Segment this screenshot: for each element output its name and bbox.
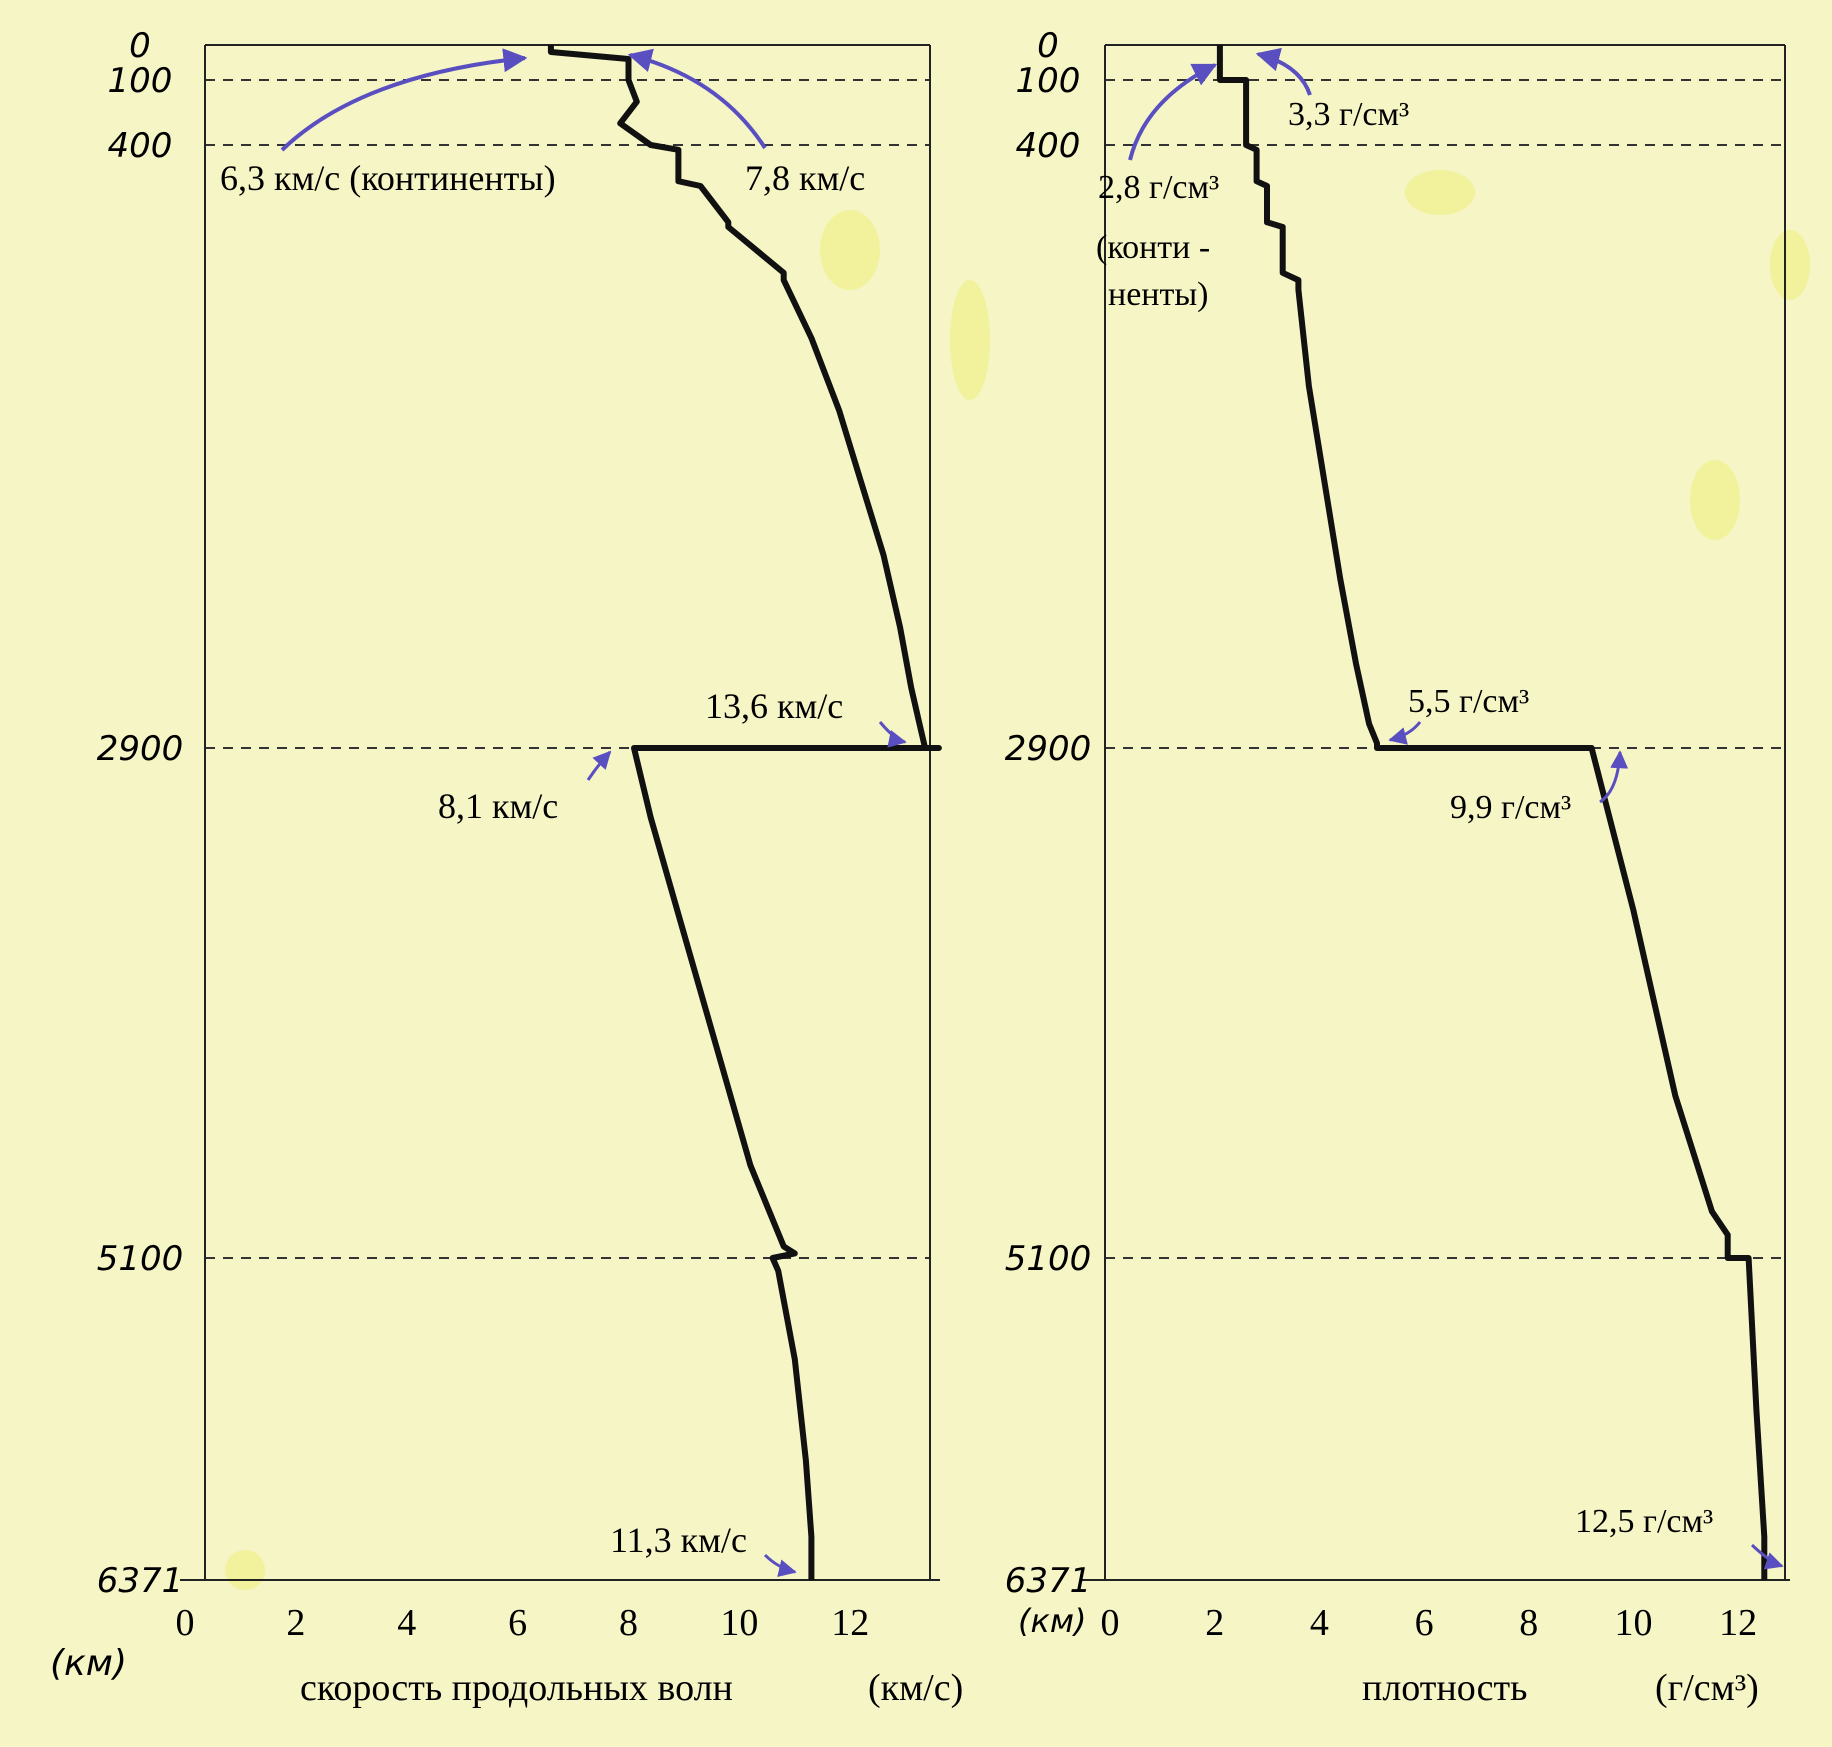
boundary-lines <box>205 79 930 1259</box>
y-tick-label: 0 <box>1037 26 1059 66</box>
annotation-mantle-bottom: 5,5 г/см³ <box>1408 683 1529 720</box>
annotation-outer-core: 8,1 км/с <box>438 786 558 826</box>
velocity-series-line <box>547 45 942 1580</box>
paper-stain <box>950 280 990 400</box>
y-tick-label: 400 <box>1016 126 1081 166</box>
x-tick-label: 12 <box>831 1602 869 1644</box>
annotation-mantle-top: 7,8 км/с <box>745 158 865 198</box>
y-tick-label: 100 <box>108 61 173 101</box>
y-tick-label: 100 <box>1016 61 1081 101</box>
x-tick-label: 2 <box>286 1602 305 1644</box>
x-tick-label: 6 <box>1415 1602 1434 1644</box>
annotation-continental-note: (конти - <box>1096 229 1210 266</box>
x-tick-label: 8 <box>619 1602 638 1644</box>
annotation-inner-core: 12,5 г/см³ <box>1575 1503 1713 1540</box>
y-axis-unit: (км) <box>1018 1602 1086 1640</box>
x-tick-label: 4 <box>397 1602 416 1644</box>
annotation-mantle-bottom: 13,6 км/с <box>705 686 843 726</box>
arrow-icon <box>627 48 767 150</box>
arrow-icon <box>280 48 528 152</box>
paper-stain <box>1770 230 1810 300</box>
x-tick-label: 4 <box>1310 1602 1329 1644</box>
x-tick-label: 8 <box>1519 1602 1538 1644</box>
x-tick-label: 2 <box>1205 1602 1224 1644</box>
annotation-continental-crust: 6,3 км/с (континенты) <box>220 158 556 198</box>
arrow-icon <box>586 750 612 781</box>
y-tick-label: 5100 <box>1005 1239 1092 1279</box>
x-axis-label: скорость продольных волн <box>300 1667 733 1709</box>
x-tick-label: 6 <box>508 1602 527 1644</box>
paper-stain <box>1405 170 1475 215</box>
arrow-icon <box>1255 47 1312 96</box>
arrow-icon <box>1750 1543 1784 1570</box>
x-tick-label: 0 <box>176 1602 195 1644</box>
y-tick-label: 0 <box>129 26 151 66</box>
density-series-line <box>1216 45 1768 1580</box>
x-axis-label: плотность <box>1362 1667 1528 1709</box>
x-tick-labels: 0 2 4 6 8 10 12 <box>1101 1602 1758 1644</box>
arrow-icon <box>1599 750 1629 804</box>
annotation-continental-crust: 2,8 г/см³ <box>1098 169 1219 206</box>
annotation-continental-note: ненты) <box>1108 276 1209 313</box>
y-axis-unit: (км) <box>50 1643 127 1684</box>
arrow-icon <box>763 1553 797 1578</box>
annotation-outer-core: 9,9 г/см³ <box>1450 789 1571 826</box>
x-tick-labels: 0 2 4 6 8 10 12 <box>176 1602 870 1644</box>
arrow-icon <box>878 721 907 748</box>
x-tick-label: 10 <box>720 1602 758 1644</box>
paper-stain <box>225 1550 265 1590</box>
arrow-icon <box>1388 721 1422 745</box>
arrow-icon <box>1128 63 1218 161</box>
paper-stain <box>1690 460 1740 540</box>
x-axis-unit: (г/см³) <box>1655 1667 1759 1709</box>
paper-stain <box>820 210 880 290</box>
x-tick-label: 0 <box>1101 1602 1120 1644</box>
x-tick-label: 12 <box>1719 1602 1757 1644</box>
annotation-mantle-top: 3,3 г/см³ <box>1288 96 1409 133</box>
y-tick-label: 2900 <box>1005 729 1092 769</box>
y-tick-label: 400 <box>108 126 173 166</box>
x-axis-unit: (км/с) <box>868 1667 963 1709</box>
y-tick-label: 6371 <box>97 1561 184 1601</box>
y-tick-label: 6371 <box>1005 1561 1092 1601</box>
y-tick-label: 2900 <box>97 729 184 769</box>
y-tick-label: 5100 <box>97 1239 184 1279</box>
annotation-inner-core: 11,3 км/с <box>610 1520 747 1560</box>
x-tick-label: 10 <box>1614 1602 1652 1644</box>
